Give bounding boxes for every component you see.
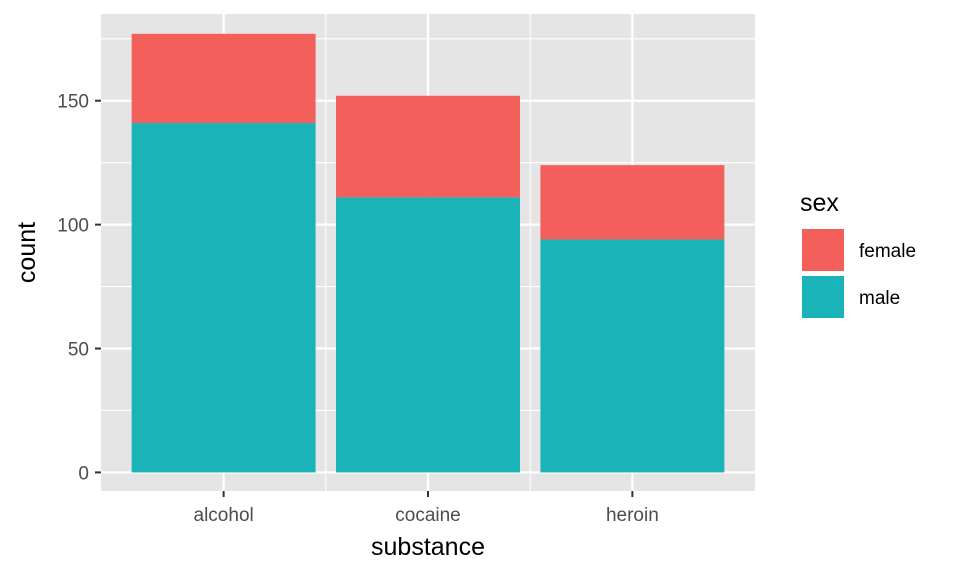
bar-cocaine-female [336,95,520,198]
bars [131,33,725,473]
legend-key-female [802,229,844,271]
legend-key-male [802,276,844,318]
bar-heroin-female [540,165,725,240]
y-tick-label: 100 [57,216,89,237]
bar-alcohol-female [131,33,316,124]
legend-label-female: female [859,241,916,262]
y-axis: 0 50 100 150 [57,92,101,484]
y-tick-label: 150 [57,92,89,113]
legend: sex female male [800,189,916,318]
x-axis: alcohol cocaine heroin [194,491,659,526]
bar-alcohol-male [131,123,316,473]
bar-cocaine-male [336,197,520,473]
legend-title: sex [800,189,839,217]
y-tick-label: 50 [68,340,89,361]
x-axis-title: substance [371,533,485,561]
x-tick-label: heroin [606,505,659,526]
y-axis-title: count [13,222,41,283]
x-tick-label: alcohol [194,505,254,526]
legend-label-male: male [859,288,900,309]
bar-heroin-male [540,239,725,473]
x-tick-label: cocaine [395,505,461,526]
y-tick-label: 0 [78,463,89,484]
